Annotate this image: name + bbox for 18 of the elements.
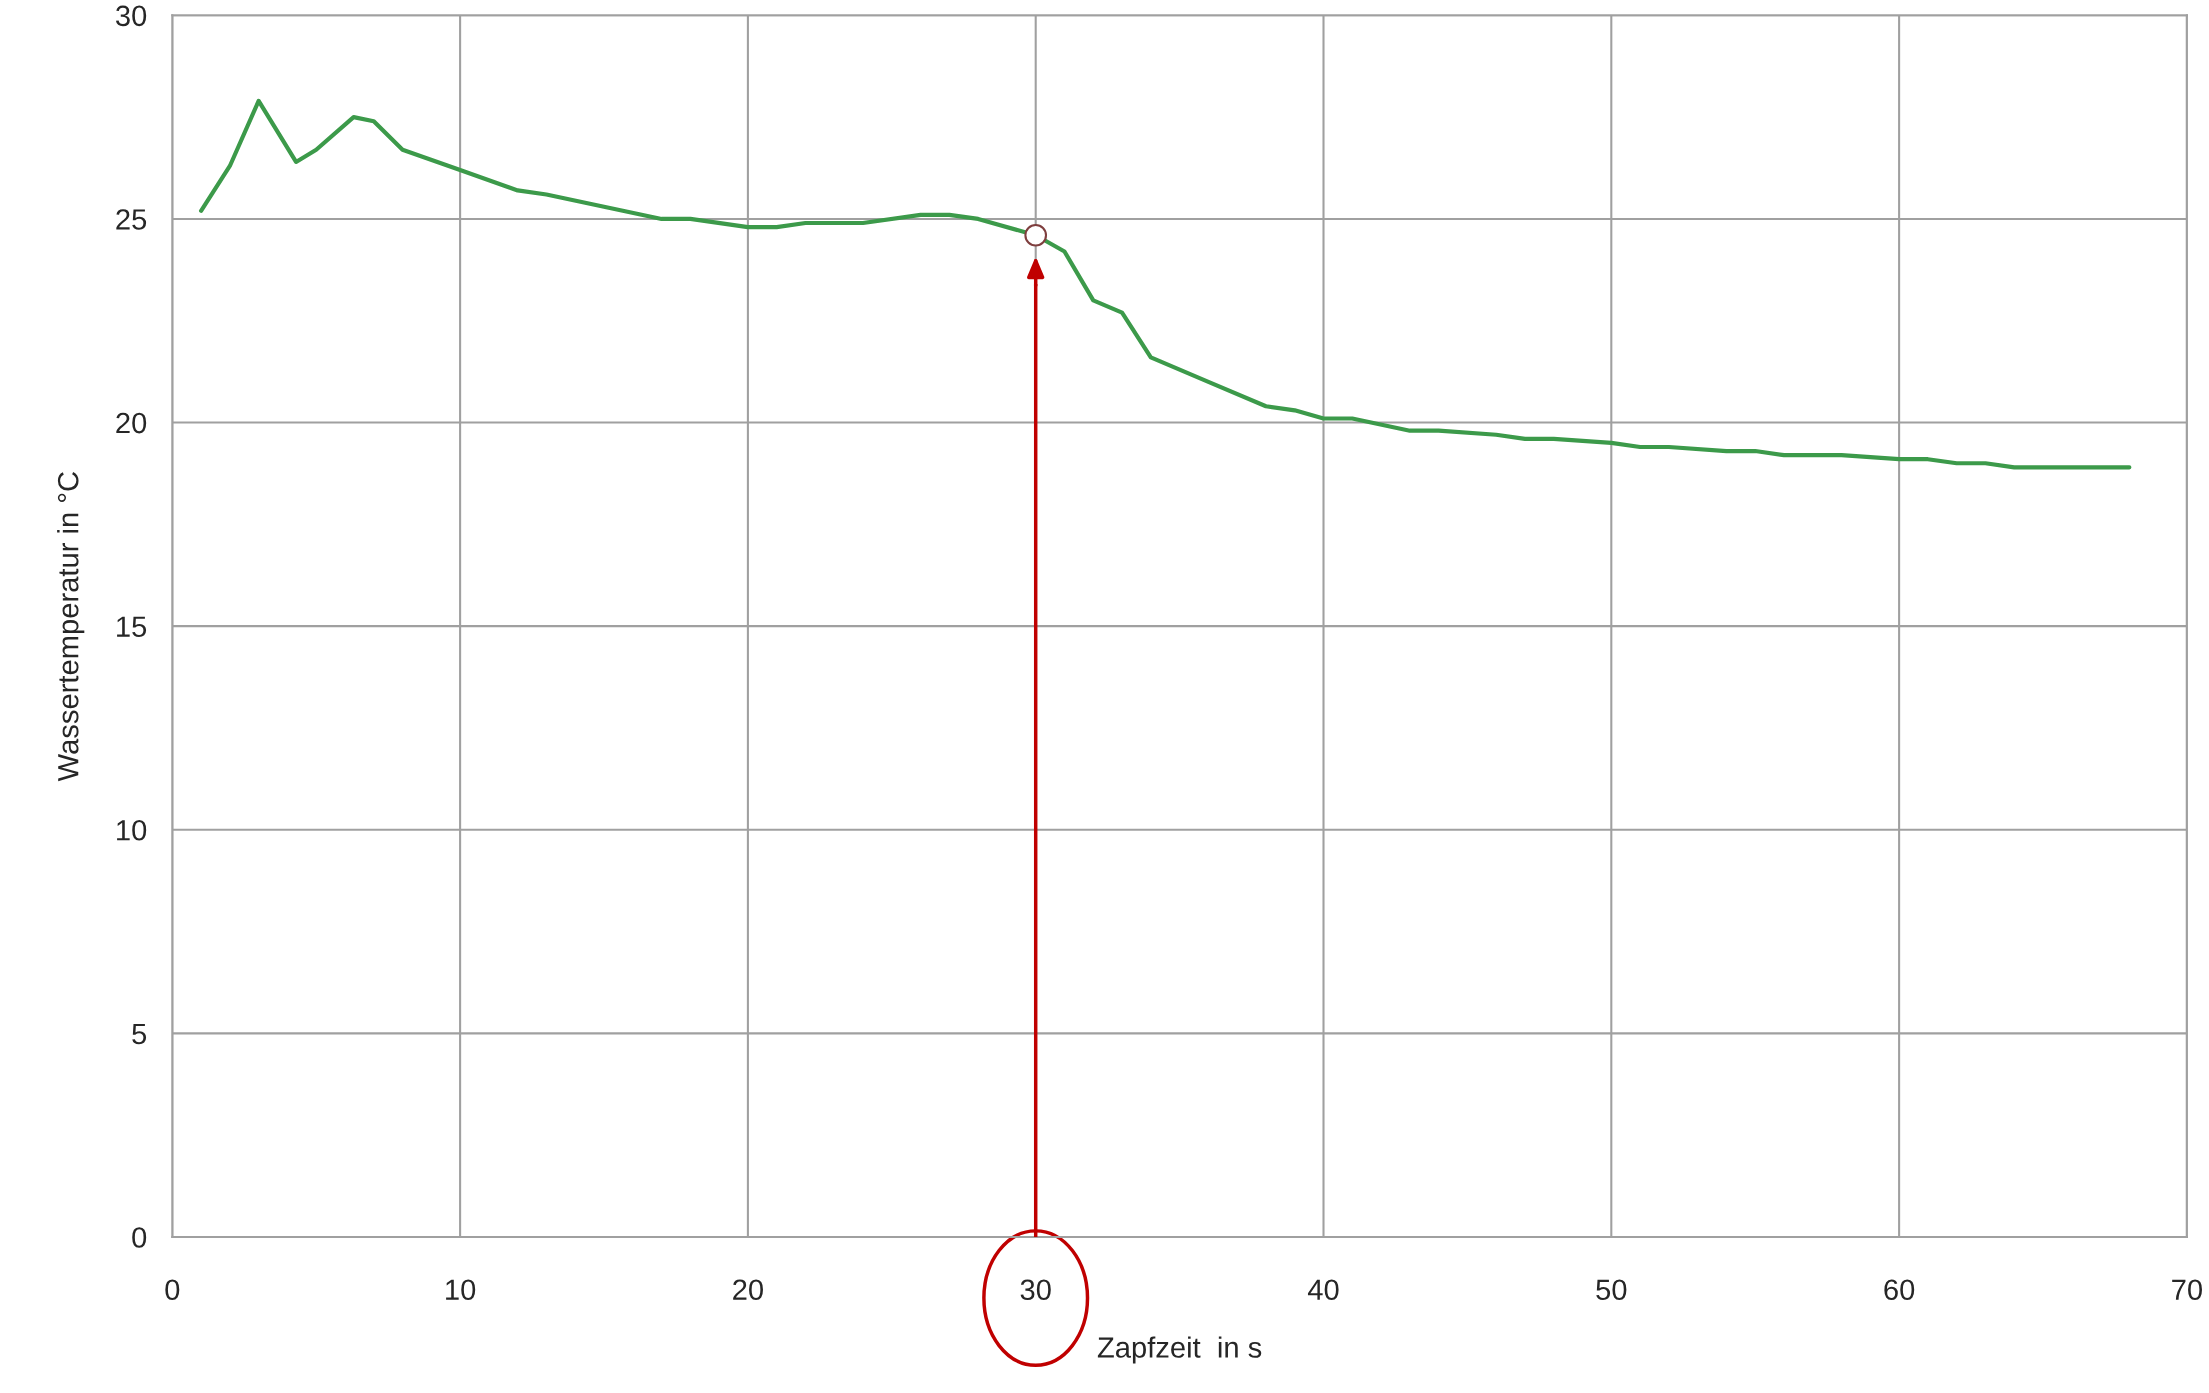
x-tick-label: 60 — [1884, 1279, 1915, 1301]
x-tick-label: 70 — [2172, 1279, 2202, 1301]
y-tick-label: 20 — [116, 412, 147, 434]
y-tick-label: 5 — [132, 1023, 147, 1045]
y-tick-label: 15 — [117, 616, 147, 638]
y-tick-label: 30 — [115, 5, 147, 27]
line-series — [198, 98, 2132, 470]
y-tick-label: 10 — [117, 819, 147, 841]
y-tick-label: 0 — [132, 1227, 147, 1248]
x-axis-title: Zapfzeit in s — [1097, 1336, 1262, 1364]
x-tick-label: 40 — [1307, 1279, 1339, 1301]
x-tick-label: 50 — [1596, 1279, 1627, 1301]
y-tick-label: 25 — [116, 209, 147, 230]
x-tick-label: 20 — [733, 1279, 763, 1301]
x-tick-label: 10 — [446, 1279, 476, 1301]
y-axis-title: Wassertemperatur in °C — [57, 472, 85, 782]
x-tick-label: 0 — [165, 1279, 180, 1301]
x-tick-label: 30 — [1020, 1279, 1051, 1301]
